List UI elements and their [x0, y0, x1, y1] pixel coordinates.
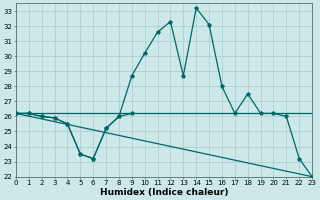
X-axis label: Humidex (Indice chaleur): Humidex (Indice chaleur) [100, 188, 228, 197]
